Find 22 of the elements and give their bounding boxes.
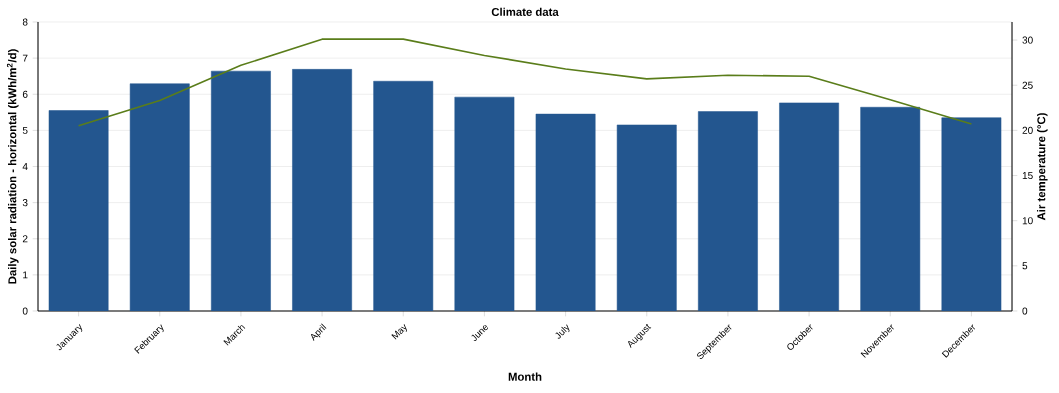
y2-tick-label: 5: [1022, 262, 1028, 270]
chart-title: Climate data: [491, 7, 559, 16]
y2-tick-label: 20: [1022, 126, 1033, 134]
y2-tick-label: 25: [1022, 81, 1033, 89]
y-tick-label: 8: [22, 18, 28, 26]
y2-tick-label: 30: [1022, 36, 1033, 44]
line-series: [77, 38, 973, 127]
x-axis-title: Month: [508, 372, 542, 381]
y-tick-label: 3: [22, 199, 28, 207]
y2-tick-label: 0: [1022, 307, 1028, 315]
y2-tick-label: 15: [1022, 172, 1033, 180]
y-tick-label: 7: [22, 54, 28, 62]
y2-tick-label: 10: [1022, 217, 1033, 225]
x-tick-label: July: [555, 324, 570, 339]
y-axis-title: Daily solar radiation - horizontal (kWh/m$^{2}$/d): [6, 49, 19, 284]
y-tick-label: 6: [22, 90, 28, 98]
y-tick-label: 5: [22, 126, 28, 134]
y-tick-label: 1: [23, 271, 28, 279]
y-tick-label: 0: [22, 307, 28, 315]
y-tick-label: 4: [22, 163, 28, 170]
y-tick-label: 2: [22, 235, 28, 243]
y2-axis-title: Air temperature (°C): [1036, 113, 1048, 221]
